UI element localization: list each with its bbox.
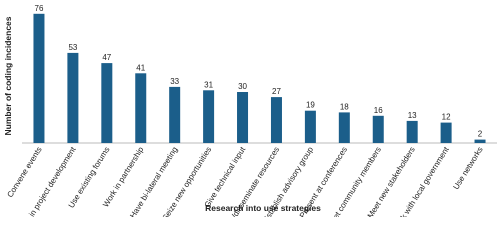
value-label: 18 — [340, 102, 349, 111]
bar — [67, 52, 79, 143]
bar — [101, 63, 113, 143]
value-label: 33 — [170, 77, 179, 86]
bar — [33, 13, 45, 143]
y-axis-title: Number of coding incidences — [3, 16, 13, 135]
x-tick-label: Convene events — [5, 145, 43, 199]
bar — [338, 112, 350, 143]
value-label: 13 — [408, 111, 417, 120]
bar — [270, 97, 282, 143]
bar — [406, 120, 418, 143]
bar — [440, 122, 452, 143]
x-tick-label: Use networks — [451, 145, 484, 191]
value-label: 16 — [374, 106, 383, 115]
bar — [203, 90, 215, 143]
value-label: 2 — [478, 130, 483, 139]
value-label: 31 — [204, 80, 213, 89]
bar — [169, 86, 181, 143]
value-label: 30 — [238, 82, 247, 91]
bar — [474, 139, 486, 143]
value-label: 47 — [102, 53, 111, 62]
value-label: 27 — [272, 87, 281, 96]
value-label: 12 — [442, 113, 451, 122]
x-axis-title: Research into use strategies — [205, 203, 321, 213]
value-label: 19 — [306, 101, 315, 110]
value-label: 53 — [68, 43, 77, 52]
bar — [372, 115, 384, 143]
value-label: 76 — [35, 4, 44, 13]
value-label: 41 — [136, 63, 145, 72]
bar — [237, 92, 249, 143]
bar — [135, 73, 147, 143]
bar — [304, 110, 316, 143]
chart: Research into use strategies Number of c… — [3, 4, 497, 240]
x-tick-label: Work with local government — [391, 145, 451, 217]
